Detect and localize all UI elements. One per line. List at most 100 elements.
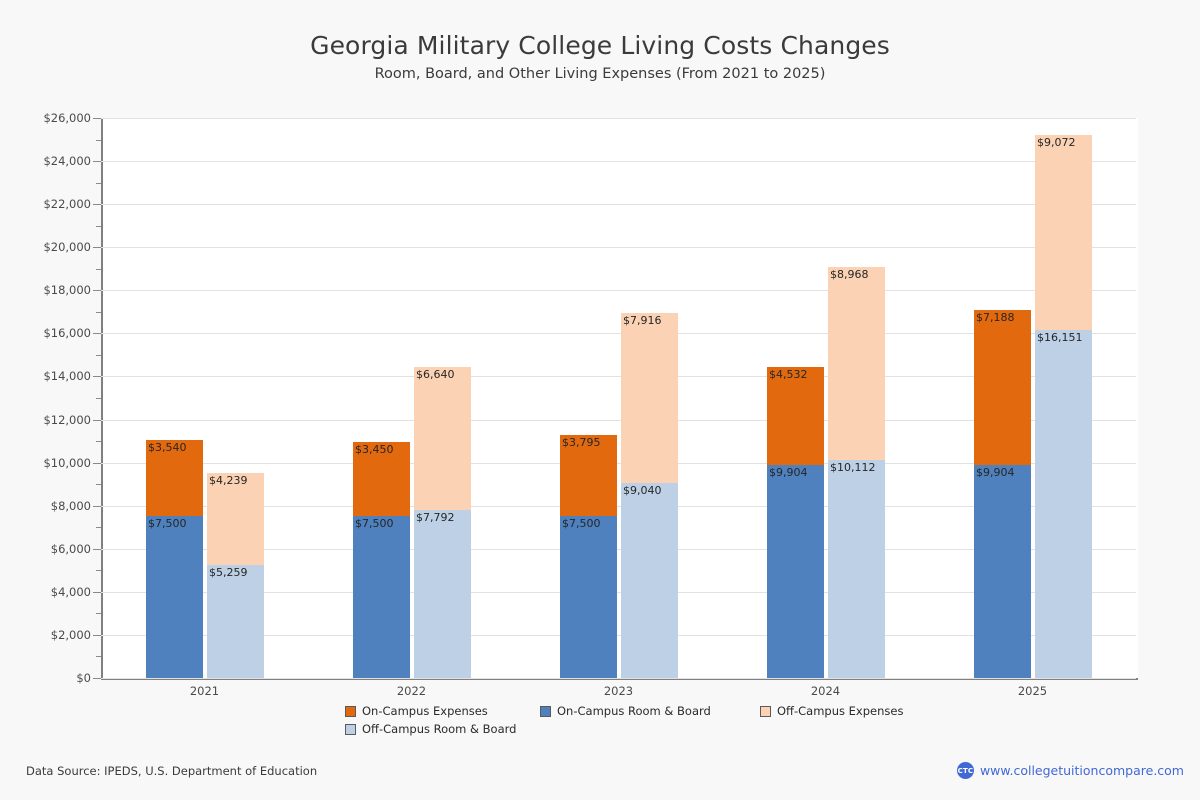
bar-segment-on-campus[interactable] xyxy=(974,464,1031,678)
bar-value-label: $10,112 xyxy=(830,461,876,475)
bar-segment-off-campus[interactable] xyxy=(1035,134,1092,331)
bar-segment-off-campus[interactable] xyxy=(828,460,885,678)
legend-swatch-icon xyxy=(540,705,551,717)
bar-segment-on-campus[interactable] xyxy=(560,434,617,517)
legend-swatch-icon xyxy=(760,705,771,717)
y-tick-major xyxy=(93,678,101,679)
bar-segment-off-campus[interactable] xyxy=(414,367,471,511)
y-tick-minor xyxy=(96,613,101,615)
bar-segment-off-campus[interactable] xyxy=(621,312,678,484)
x-axis-tick-label: 2023 xyxy=(603,684,634,698)
gridline xyxy=(101,505,1136,507)
bar-segment-on-campus[interactable] xyxy=(560,516,617,678)
y-axis-tick-label: $8,000 xyxy=(50,498,91,513)
bar-value-label: $8,968 xyxy=(830,268,869,282)
y-axis-tick-label: $4,000 xyxy=(50,584,91,599)
x-axis-line xyxy=(101,678,1138,680)
legend-label: Off-Campus Room & Board xyxy=(362,722,517,736)
y-tick-major xyxy=(93,118,101,119)
bar-value-label: $7,916 xyxy=(623,313,662,327)
chart-subtitle: Room, Board, and Other Living Expenses (… xyxy=(374,66,826,82)
x-axis-tick-label: 2024 xyxy=(810,684,841,698)
bar-value-label: $5,259 xyxy=(209,565,248,579)
x-axis-tick-label: 2022 xyxy=(396,684,427,698)
gridline xyxy=(101,333,1136,335)
legend-label: Off-Campus Expenses xyxy=(777,704,904,718)
bar-segment-off-campus[interactable] xyxy=(1035,330,1092,678)
y-tick-minor xyxy=(96,527,101,529)
gridline xyxy=(101,678,1136,679)
y-tick-major xyxy=(93,591,101,593)
y-tick-major xyxy=(93,247,101,249)
gridline xyxy=(101,204,1136,206)
legend-swatch-icon xyxy=(345,705,356,717)
data-source-note: Data Source: IPEDS, U.S. Department of E… xyxy=(26,764,318,778)
brand-url-link[interactable]: www.collegetuitioncompare.com xyxy=(979,763,1184,778)
bar-segment-on-campus[interactable] xyxy=(767,367,824,465)
y-tick-minor xyxy=(96,398,101,399)
y-tick-major xyxy=(93,548,101,550)
y-axis-tick-label: $2,000 xyxy=(50,627,91,642)
bar-segment-on-campus[interactable] xyxy=(146,440,203,517)
y-tick-minor xyxy=(96,484,101,486)
chart-legend: On-Campus Expenses On-Campus Room & Board… xyxy=(345,702,903,738)
bar-segment-off-campus[interactable] xyxy=(207,473,264,565)
y-tick-minor xyxy=(96,441,101,443)
bar-value-label: $9,904 xyxy=(976,465,1015,479)
gridline xyxy=(101,419,1136,421)
y-tick-major xyxy=(93,376,101,378)
x-axis-tick-label: 2021 xyxy=(189,684,220,698)
bar-segment-on-campus[interactable] xyxy=(767,464,824,678)
x-axis-tick-label: 2025 xyxy=(1017,684,1048,698)
gridline xyxy=(101,290,1136,292)
legend-swatch-icon xyxy=(345,723,356,735)
bar-segment-off-campus[interactable] xyxy=(207,564,264,678)
y-tick-minor xyxy=(96,570,101,572)
y-axis-tick-label: $22,000 xyxy=(43,197,91,212)
gridline xyxy=(101,634,1136,636)
y-tick-major xyxy=(93,505,101,507)
legend-row: On-Campus Expenses On-Campus Room & Board… xyxy=(345,702,903,720)
y-tick-minor xyxy=(96,225,101,227)
legend-item[interactable]: On-Campus Room & Board xyxy=(540,702,711,720)
plot-area xyxy=(101,118,1138,678)
y-axis-tick-label: $18,000 xyxy=(43,283,91,298)
bar-value-label: $6,640 xyxy=(416,368,455,382)
gridline xyxy=(101,247,1136,249)
legend-item[interactable]: Off-Campus Room & Board xyxy=(345,720,516,738)
bar-segment-off-campus[interactable] xyxy=(828,267,885,461)
y-axis-tick-label: $10,000 xyxy=(43,455,91,470)
y-tick-major xyxy=(93,290,101,292)
y-tick-major xyxy=(93,204,101,206)
y-tick-major xyxy=(93,161,101,163)
bar-value-label: $9,904 xyxy=(769,465,808,479)
bar-value-label: $7,500 xyxy=(562,517,601,531)
y-tick-minor xyxy=(96,139,101,141)
gridline xyxy=(101,548,1136,550)
y-tick-minor xyxy=(96,311,101,313)
legend-item[interactable]: Off-Campus Expenses xyxy=(760,702,903,720)
y-axis-tick-label: $12,000 xyxy=(43,412,91,427)
bar-value-label: $3,450 xyxy=(355,443,394,457)
bar-value-label: $7,188 xyxy=(976,310,1015,324)
bar-segment-off-campus[interactable] xyxy=(414,510,471,678)
ctc-logo-icon: CTC xyxy=(956,762,974,779)
gridline xyxy=(101,118,1136,119)
bar-value-label: $3,795 xyxy=(562,435,601,449)
legend-label: On-Campus Expenses xyxy=(362,704,488,718)
gridline xyxy=(101,161,1136,163)
bar-segment-on-campus[interactable] xyxy=(974,309,1031,465)
y-axis-tick-label: $26,000 xyxy=(43,111,91,125)
y-axis-tick-label: $20,000 xyxy=(43,240,91,255)
bar-segment-on-campus[interactable] xyxy=(353,516,410,678)
bar-segment-on-campus[interactable] xyxy=(146,516,203,678)
y-axis-tick-label: $16,000 xyxy=(43,326,91,341)
y-axis-tick-label: $14,000 xyxy=(43,369,91,384)
bar-value-label: $7,500 xyxy=(148,517,187,531)
legend-item[interactable]: On-Campus Expenses xyxy=(345,702,488,720)
y-tick-major xyxy=(93,333,101,335)
brand-footer[interactable]: CTC www.collegetuitioncompare.com xyxy=(956,762,1184,779)
bar-segment-on-campus[interactable] xyxy=(353,442,410,517)
bar-segment-off-campus[interactable] xyxy=(621,483,678,678)
bar-value-label: $16,151 xyxy=(1037,331,1083,345)
